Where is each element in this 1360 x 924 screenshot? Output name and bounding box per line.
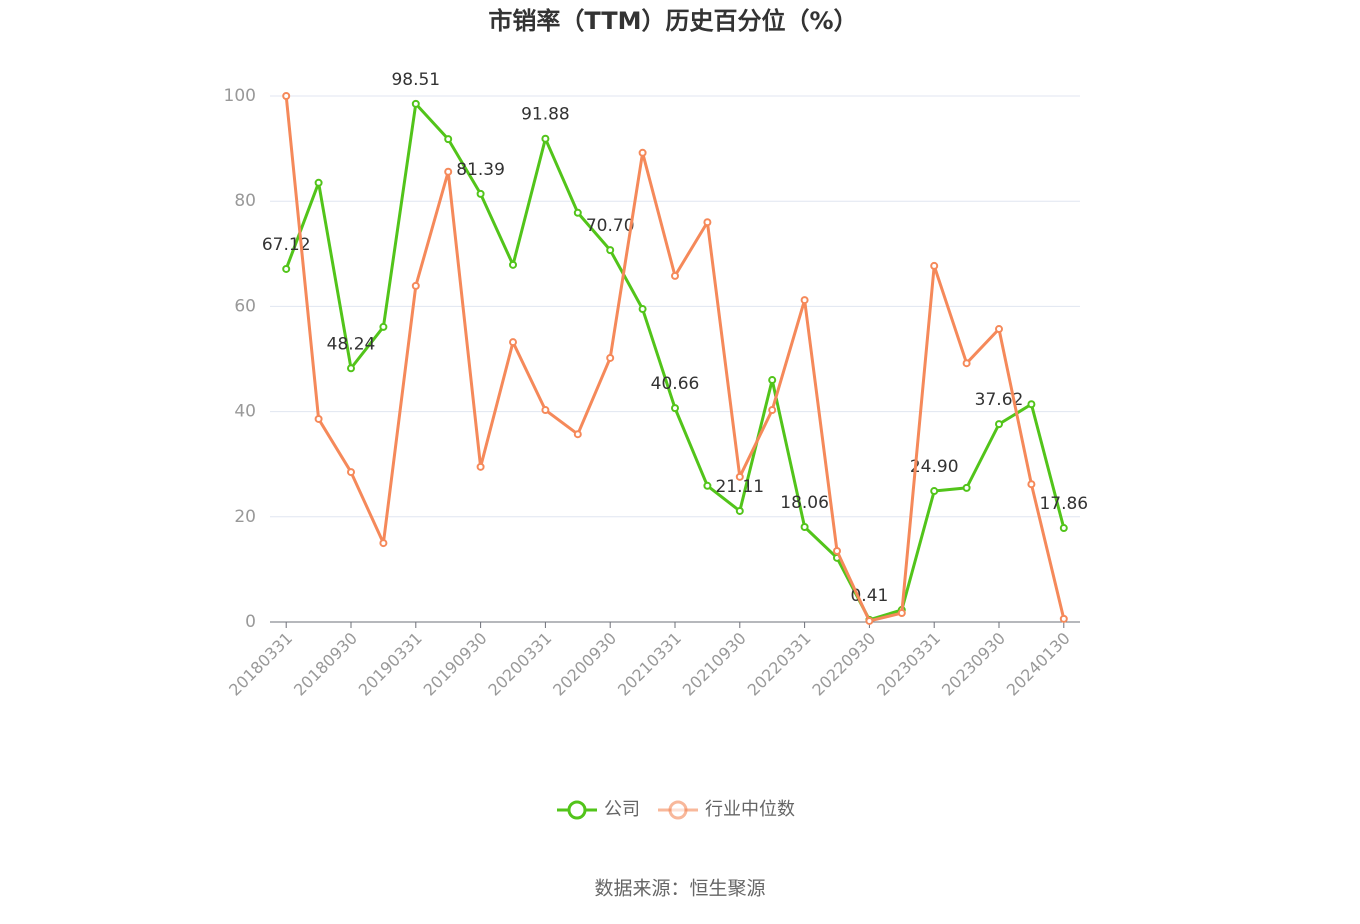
point: [638, 305, 647, 314]
point: [671, 271, 679, 280]
point: [444, 135, 453, 144]
legend-marker: [668, 800, 688, 820]
x-tick-label: 20240130: [1003, 629, 1074, 700]
point: [897, 609, 906, 618]
x-tick-label: 20230331: [873, 629, 944, 700]
point: [800, 523, 809, 532]
point: [509, 338, 517, 347]
point: [476, 189, 485, 198]
point: [282, 92, 291, 100]
point: [509, 260, 517, 269]
point: [995, 325, 1003, 334]
point: [606, 246, 615, 255]
x-tick-label: 20210331: [614, 629, 685, 700]
series-line: [284, 95, 1066, 623]
x-tick-label: 20230930: [938, 629, 1009, 700]
point: [703, 218, 712, 227]
point: [476, 462, 485, 471]
point: [962, 359, 971, 368]
legend-label[interactable]: 公司: [604, 799, 640, 820]
point: [1059, 614, 1068, 623]
point: [379, 322, 388, 331]
y-tick-label: 0: [245, 612, 256, 632]
point: [347, 468, 355, 477]
point: [541, 406, 550, 415]
point: [930, 261, 939, 270]
point: [962, 483, 971, 492]
point: [411, 281, 420, 290]
value-label: 81.39: [456, 160, 505, 180]
point: [606, 353, 615, 362]
point: [1059, 524, 1068, 533]
point: [735, 472, 744, 481]
point: [865, 616, 874, 625]
point: [930, 487, 939, 496]
point: [541, 134, 550, 143]
value-label: 98.51: [391, 70, 440, 90]
point: [1027, 400, 1036, 409]
value-label: 18.06: [780, 493, 829, 513]
point: [671, 404, 679, 413]
x-tick-label: 20180331: [225, 629, 296, 700]
point: [347, 364, 355, 373]
x-tick-label: 20220930: [808, 629, 879, 700]
chart-title: 市销率（TTM）历史百分位（%）: [488, 7, 857, 35]
y-tick-label: 60: [234, 296, 256, 316]
point: [735, 506, 744, 515]
point: [703, 481, 712, 490]
value-label: 67.12: [262, 235, 311, 255]
point: [282, 264, 291, 273]
y-tick-label: 40: [234, 402, 256, 422]
value-label: 91.88: [521, 105, 570, 125]
x-tick-label: 20220331: [744, 629, 815, 700]
value-label: 21.11: [715, 477, 764, 497]
point: [379, 539, 388, 548]
point: [444, 167, 453, 176]
point: [768, 376, 777, 385]
x-tick-label: 20200930: [549, 629, 620, 700]
value-label: 40.66: [651, 374, 700, 394]
x-tick-label: 20180930: [290, 629, 361, 700]
value-label: 48.24: [327, 334, 376, 354]
x-tick-label: 20190331: [355, 629, 426, 700]
point: [768, 406, 777, 415]
value-label: 24.90: [910, 457, 959, 477]
point: [573, 430, 582, 439]
point: [411, 99, 420, 108]
point: [314, 414, 323, 423]
x-tick-label: 20190930: [420, 629, 491, 700]
value-label: 37.62: [975, 390, 1024, 410]
point: [314, 178, 323, 187]
x-tick-label: 20200331: [484, 629, 555, 700]
point: [1027, 480, 1036, 489]
legend-label[interactable]: 行业中位数: [705, 799, 795, 820]
y-tick-label: 80: [234, 191, 256, 211]
series-line: [284, 102, 1066, 622]
y-tick-label: 20: [234, 507, 256, 527]
point: [800, 296, 809, 305]
y-tick-label: 100: [224, 86, 256, 106]
x-tick-label: 20210930: [679, 629, 750, 700]
value-label: 70.70: [586, 216, 635, 236]
point: [995, 420, 1003, 429]
legend-marker: [567, 800, 587, 820]
point: [573, 208, 582, 217]
value-label: 17.86: [1039, 494, 1088, 514]
source: 数据来源：恒生聚源: [594, 878, 765, 900]
point: [833, 546, 841, 555]
point: [638, 148, 647, 157]
